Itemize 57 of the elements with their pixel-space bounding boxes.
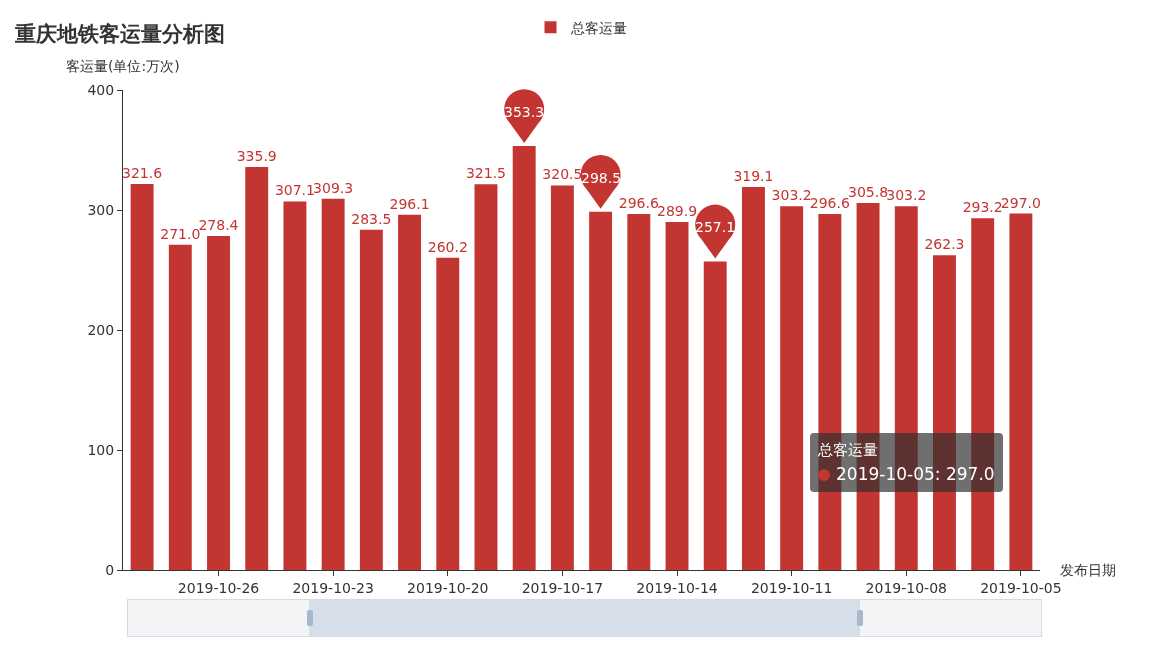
x-axis-title: 发布日期 [1060, 562, 1116, 578]
bar [130, 184, 154, 570]
data-label: 307.1 [274, 182, 315, 199]
bar [474, 184, 498, 570]
data-label: 303.2 [886, 187, 927, 204]
annotation: 257.1 [695, 219, 736, 235]
bar [398, 214, 422, 570]
data-label: 335.9 [236, 147, 277, 164]
data-label: 303.2 [771, 187, 812, 204]
annotation: 2019-10-05: 297.0 [836, 464, 995, 484]
data-label: 297.0 [1000, 194, 1041, 211]
bar [321, 198, 345, 570]
chart-title: 重庆地铁客运量分析图 [14, 22, 226, 47]
data-label: 260.2 [427, 238, 468, 255]
data-label: 296.1 [389, 195, 430, 212]
annotation: 总客运量 [818, 440, 879, 461]
bar [741, 187, 765, 570]
bar [283, 201, 307, 570]
bar [550, 185, 574, 570]
x-tick-label: 2019-10-26 [177, 579, 260, 596]
data-label: 283.5 [351, 210, 392, 227]
bar [245, 166, 269, 570]
x-tick-label: 2019-10-20 [407, 579, 489, 596]
y-tick-label: 300 [87, 201, 115, 218]
bar [665, 222, 689, 570]
bar [168, 244, 192, 570]
legend-label: 总客运量 [569, 19, 627, 36]
data-label: 296.6 [809, 195, 850, 212]
data-label: 309.3 [313, 179, 354, 196]
data-label: 271.0 [160, 225, 201, 242]
x-tick-label: 2019-10-17 [521, 579, 604, 596]
y-tick-label: 0 [105, 561, 115, 578]
data-label: 320.5 [542, 166, 583, 183]
bar [359, 229, 383, 570]
data-label: 319.1 [733, 168, 774, 185]
annotation: 353.3 [504, 104, 545, 120]
bar [1009, 213, 1033, 570]
x-tick-label: 2019-10-14 [636, 579, 718, 596]
y-tick-label: 200 [87, 321, 115, 338]
bar [207, 235, 230, 570]
bar [436, 257, 460, 570]
x-tick-label: 2019-10-08 [865, 579, 947, 596]
bar [627, 214, 651, 570]
y-axis-title: 客运量(单位:万次) [66, 58, 180, 74]
y-tick-label: 100 [87, 441, 115, 458]
x-tick-label: 2019-10-05 [980, 579, 1062, 596]
data-label: 321.6 [122, 165, 163, 182]
data-label: 321.5 [465, 165, 507, 182]
bar [780, 206, 804, 570]
annotation: 298.5 [581, 170, 622, 186]
data-label: 262.3 [924, 236, 965, 253]
y-tick-label: 400 [87, 81, 115, 98]
x-tick-label: 2019-10-23 [292, 579, 374, 596]
data-label: 293.2 [962, 199, 1003, 216]
data-label: 296.6 [618, 195, 659, 212]
x-tick-label: 2019-10-11 [750, 579, 833, 596]
bar [512, 146, 536, 570]
